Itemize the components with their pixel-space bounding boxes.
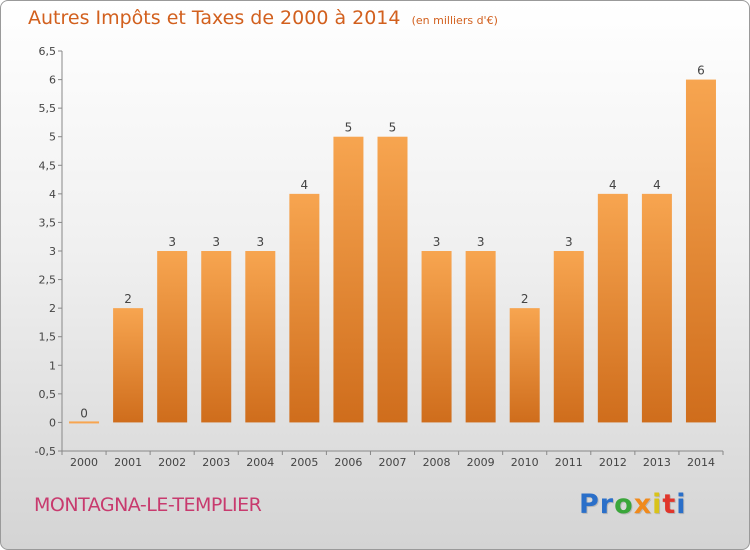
chart-title-block: Autres Impôts et Taxes de 2000 à 2014 (e… [28,7,498,29]
x-tick-label: 2001 [114,456,142,469]
logo-letter: i [652,489,663,520]
proxiti-logo: Proxiti [579,489,687,520]
data-label: 3 [256,235,264,249]
y-tick-label: 5 [49,131,56,144]
y-tick-label: 6 [49,74,56,87]
bar [553,251,584,423]
bar [421,251,452,423]
data-label: 3 [477,235,485,249]
x-tick-label: 2011 [555,456,583,469]
x-tick-label: 2010 [511,456,539,469]
bar [113,308,144,423]
x-tick-label: 2007 [379,456,407,469]
data-label: 3 [168,235,176,249]
x-tick-label: 2012 [599,456,627,469]
data-label: 5 [389,121,397,135]
logo-letter: o [614,489,634,520]
y-tick-label: 2,5 [39,274,57,287]
data-label: 3 [212,235,220,249]
data-label: 2 [521,292,529,306]
y-tick-label: 2 [49,302,56,315]
x-tick-label: 2006 [334,456,362,469]
logo-letter: P [579,489,600,520]
data-label: 3 [433,235,441,249]
data-label: 3 [565,235,573,249]
bar [509,308,540,423]
x-tick-label: 2009 [467,456,495,469]
y-tick-label: 1,5 [39,331,57,344]
chart-title: Autres Impôts et Taxes de 2000 à 2014 [28,7,401,29]
bar [597,193,628,423]
logo-letter: r [599,489,615,520]
x-tick-label: 2005 [290,456,318,469]
x-tick-label: 2013 [643,456,671,469]
y-tick-label: 3 [49,245,56,258]
data-label: 6 [697,64,705,78]
data-label: 4 [609,178,617,192]
y-tick-label: 5,5 [39,102,57,115]
y-tick-label: 1 [49,359,56,372]
data-label: 4 [301,178,309,192]
bar [465,251,496,423]
bar [641,193,672,423]
bar [333,136,364,423]
bar [201,251,232,423]
bar [245,251,276,423]
bar [377,136,408,423]
data-label: 0 [80,406,88,420]
bar [685,79,716,423]
x-tick-label: 2008 [423,456,451,469]
y-tick-label: 0 [49,416,56,429]
bar [157,251,188,423]
commune-name: MONTAGNA-LE-TEMPLIER [34,494,262,516]
x-tick-label: 2002 [158,456,186,469]
bar [289,193,320,423]
logo-letter: i [676,489,687,520]
data-label: 4 [653,178,661,192]
x-tick-label: 2000 [70,456,98,469]
logo-letter: t [662,489,677,520]
y-tick-label: 6,5 [39,45,57,58]
y-tick-label: 0,5 [39,388,57,401]
data-label: 5 [345,121,353,135]
data-label: 2 [124,292,132,306]
y-tick-label: 3,5 [39,216,57,229]
y-tick-label: -0,5 [35,445,56,458]
x-tick-label: 2014 [687,456,715,469]
y-tick-label: 4 [49,188,56,201]
y-tick-label: 4,5 [39,159,57,172]
bar [69,421,100,424]
x-tick-label: 2004 [246,456,274,469]
chart-subtitle: (en milliers d'€) [411,14,498,27]
x-tick-label: 2003 [202,456,230,469]
logo-letter: x [633,489,653,520]
